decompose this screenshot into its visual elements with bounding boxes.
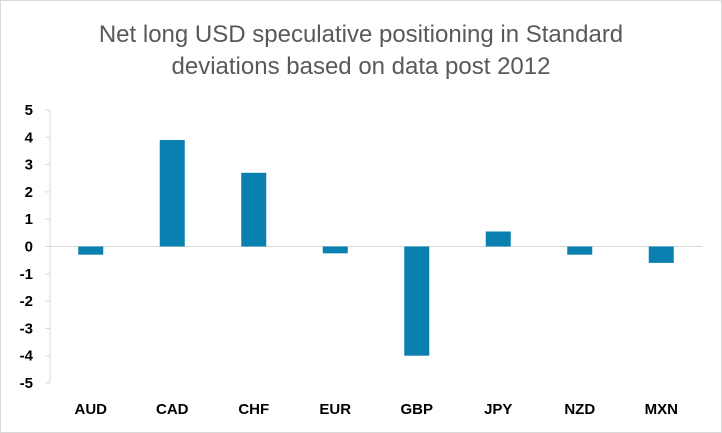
y-tick-label: -4 xyxy=(20,348,34,365)
y-tick-label: -5 xyxy=(20,375,33,392)
x-tick-label: CAD xyxy=(156,401,189,418)
y-axis: 5 4 3 2 1 0 -1 -2 -3 -4 -5 xyxy=(20,102,51,392)
bar-mxn xyxy=(648,246,674,263)
y-tick-label: -1 xyxy=(20,266,33,283)
bar-cad xyxy=(159,140,185,247)
chart-title-line-2: deviations based on data post 2012 xyxy=(171,53,551,80)
bar-aud xyxy=(78,246,104,255)
y-tick-label: -2 xyxy=(20,293,33,310)
bar-jpy xyxy=(485,231,511,247)
x-tick-label: JPY xyxy=(484,401,512,418)
bars xyxy=(78,140,674,356)
x-tick-label: AUD xyxy=(75,401,108,418)
x-tick-label: GBP xyxy=(400,401,433,418)
x-tick-label: EUR xyxy=(319,401,351,418)
y-tick-label: 0 xyxy=(25,239,33,256)
x-tick-label: MXN xyxy=(645,401,678,418)
y-tick-label: 4 xyxy=(25,129,34,146)
bar-eur xyxy=(322,246,348,254)
y-tick-label: 1 xyxy=(25,211,33,228)
y-tick-label: 3 xyxy=(25,157,33,174)
x-axis: AUD CAD CHF EUR GBP JPY NZD MXN xyxy=(50,246,702,418)
y-tick-label: 5 xyxy=(25,102,33,119)
y-tick-label: -3 xyxy=(20,320,33,337)
x-tick-label: NZD xyxy=(564,401,595,418)
y-tick-label: 2 xyxy=(25,184,33,201)
bar-gbp xyxy=(404,246,430,356)
chart-title-line-1: Net long USD speculative positioning in … xyxy=(98,21,624,48)
bar-chf xyxy=(241,172,267,247)
bar-nzd xyxy=(567,246,593,255)
chart-title: Net long USD speculative positioning in … xyxy=(1,19,721,83)
x-tick-label: CHF xyxy=(238,401,269,418)
